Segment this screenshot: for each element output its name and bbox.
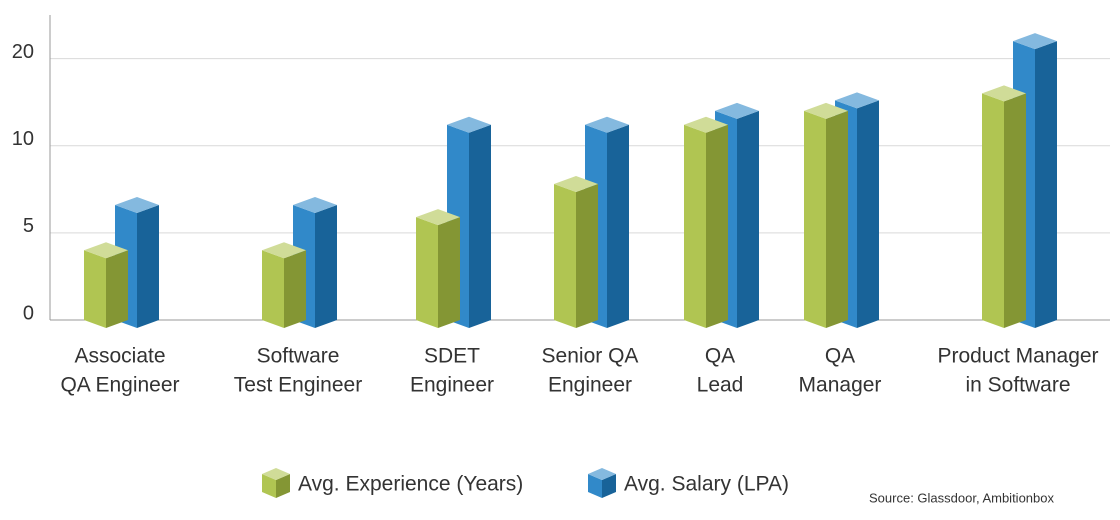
legend-swatch-right — [276, 474, 290, 498]
bar-right-face — [284, 250, 306, 328]
x-tick-label: Test Engineer — [234, 374, 362, 397]
x-tick-label: Manager — [799, 374, 882, 397]
bar-right-face — [607, 124, 629, 328]
bar-left-face — [684, 124, 706, 328]
bar-top-face — [804, 102, 848, 119]
x-tick-label: Engineer — [548, 374, 632, 397]
bar-left-face — [804, 110, 826, 328]
bar-right-face — [826, 110, 848, 328]
bar-top-face — [262, 242, 306, 259]
y-tick-label: 0 — [23, 302, 34, 324]
bar-top-face — [115, 196, 159, 213]
x-tick-label: in Software — [965, 374, 1070, 397]
bar-right-face — [438, 217, 460, 328]
x-tick-label: QA — [825, 345, 855, 368]
bar-left-face — [554, 184, 576, 328]
bar-right-face — [1035, 41, 1057, 329]
bar-top-face — [416, 209, 460, 226]
x-tick-label: QA Engineer — [60, 374, 179, 397]
bar-right-face — [706, 124, 728, 328]
bar-top-face — [715, 102, 759, 119]
bar — [416, 209, 460, 328]
legend-swatch-left — [262, 474, 276, 498]
bar — [684, 116, 728, 328]
bar — [262, 242, 306, 328]
bar-right-face — [857, 100, 879, 329]
bar-right-face — [469, 124, 491, 328]
bar — [84, 242, 128, 328]
legend-swatch-left — [588, 474, 602, 498]
bar-right-face — [315, 204, 337, 328]
bar-left-face — [262, 250, 284, 328]
x-tick-label: Senior QA — [542, 345, 639, 368]
legend-swatch-top — [588, 468, 616, 480]
bar-top-face — [585, 116, 629, 133]
y-tick-label: 5 — [23, 215, 34, 237]
y-tick-label: 10 — [12, 128, 34, 150]
bar — [982, 85, 1026, 328]
bar-right-face — [576, 184, 598, 328]
bar-right-face — [1004, 93, 1026, 328]
x-tick-label: Associate — [74, 345, 165, 368]
bar — [554, 176, 598, 328]
bar-top-face — [1013, 33, 1057, 50]
x-tick-label: Software — [257, 345, 340, 368]
bar-top-face — [982, 85, 1026, 102]
bar-left-face — [982, 93, 1004, 328]
legend-swatch-top — [262, 468, 290, 480]
bar — [804, 102, 848, 328]
x-tick-label: QA — [705, 345, 735, 368]
legend-swatch-right — [602, 474, 616, 498]
y-tick-label: 20 — [12, 41, 34, 63]
source-note: Source: Glassdoor, Ambitionbox — [869, 490, 1054, 505]
bar-top-face — [84, 242, 128, 259]
bar-top-face — [835, 92, 879, 109]
bar-top-face — [554, 176, 598, 193]
x-tick-label: Product Manager — [937, 345, 1098, 368]
x-tick-label: SDET — [424, 345, 480, 368]
bar-top-face — [447, 116, 491, 133]
bar-left-face — [416, 217, 438, 328]
x-tick-label: Engineer — [410, 374, 494, 397]
legend-label: Avg. Salary (LPA) — [624, 473, 789, 496]
bar-right-face — [137, 204, 159, 328]
bar-top-face — [684, 116, 728, 133]
bar-left-face — [84, 250, 106, 328]
bar-right-face — [737, 110, 759, 328]
bar-top-face — [293, 196, 337, 213]
bar-right-face — [106, 250, 128, 328]
legend-label: Avg. Experience (Years) — [298, 473, 523, 496]
x-tick-label: Lead — [697, 374, 744, 397]
